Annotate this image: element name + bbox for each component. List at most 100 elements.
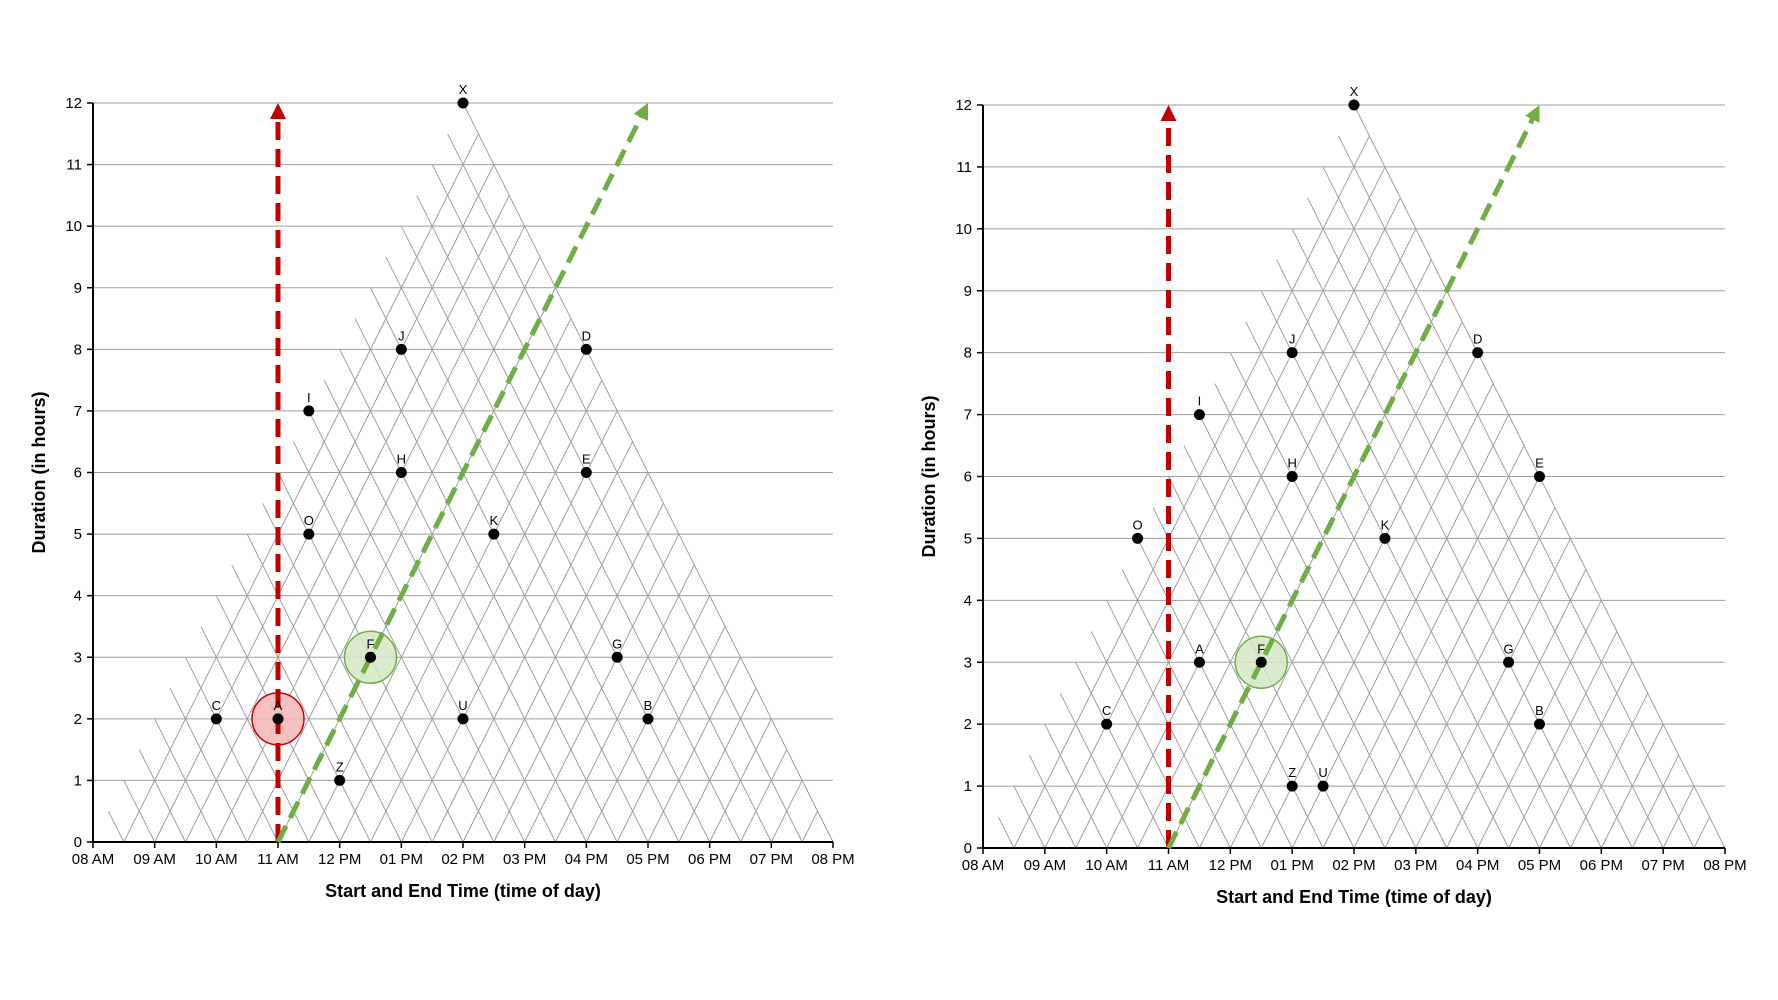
- data-point-label: B: [644, 698, 653, 713]
- grid-diagonal: [1508, 631, 1618, 849]
- data-point-d[interactable]: [1472, 347, 1484, 359]
- grid-diagonal: [385, 256, 680, 843]
- gridlines: [93, 102, 833, 781]
- y-axis-title: Duration (in hours): [919, 396, 939, 558]
- grid-diagonal: [1260, 383, 1494, 849]
- data-points: X J D I H E O K A F G C B Z U: [1101, 84, 1545, 792]
- grid-diagonal: [1260, 290, 1540, 849]
- y-tick-label: 2: [74, 711, 82, 728]
- x-tick-label: 03 PM: [1394, 857, 1437, 874]
- y-tick-label: 6: [74, 465, 82, 482]
- data-point-label: I: [307, 390, 311, 405]
- x-tick-label: 04 PM: [1456, 857, 1499, 874]
- y-tick-label: 1: [74, 772, 82, 789]
- data-point-u[interactable]: [457, 713, 469, 725]
- grid-diagonal: [262, 503, 433, 843]
- data-point-a[interactable]: [1193, 656, 1205, 668]
- y-tick-label: 4: [74, 588, 82, 605]
- grid-diagonal: [107, 810, 125, 843]
- data-point-d[interactable]: [580, 343, 592, 355]
- arrowhead-green: [1525, 105, 1540, 123]
- y-tick-label: 11: [956, 159, 972, 176]
- data-point-label: H: [397, 452, 406, 467]
- grid-diagonal: [1245, 321, 1510, 849]
- data-point-label: H: [1287, 456, 1296, 471]
- data-point-e[interactable]: [1534, 471, 1545, 482]
- x-tick-label: 06 PM: [1580, 857, 1623, 874]
- grid-diagonal: [123, 780, 156, 843]
- x-axis-title: Start and End Time (time of day): [1216, 887, 1492, 907]
- grid-diagonal: [1338, 135, 1695, 849]
- data-point-c[interactable]: [1101, 718, 1113, 730]
- x-tick-label: 08 PM: [811, 851, 854, 868]
- data-point-z[interactable]: [1286, 780, 1298, 792]
- arrowhead-red: [270, 103, 286, 119]
- x-tick-label: 12 PM: [1209, 857, 1252, 874]
- data-point-label: I: [1198, 394, 1202, 409]
- grid-diagonal: [1028, 754, 1077, 849]
- data-point-u[interactable]: [1317, 780, 1329, 792]
- arrowhead-red: [1160, 105, 1177, 121]
- grid-diagonal: [1198, 321, 1463, 849]
- grid-diagonal: [1384, 507, 1556, 849]
- data-point-k[interactable]: [488, 528, 500, 540]
- data-point-h[interactable]: [1286, 471, 1298, 482]
- y-tick-label: 2: [964, 716, 972, 733]
- data-point-g[interactable]: [1503, 656, 1515, 668]
- grid-diagonal: [616, 626, 726, 843]
- data-point-i[interactable]: [303, 405, 315, 417]
- x-axis-title: Start and End Time (time of day): [325, 881, 601, 901]
- data-point-h[interactable]: [395, 467, 407, 478]
- data-point-c[interactable]: [210, 713, 222, 725]
- data-point-f[interactable]: [365, 651, 376, 663]
- data-point-label: A: [274, 698, 283, 713]
- grid-diagonal: [308, 318, 572, 843]
- y-tick-label: 4: [964, 592, 972, 609]
- y-axis-title: Duration (in hours): [29, 392, 49, 554]
- data-point-g[interactable]: [611, 651, 623, 663]
- data-point-e[interactable]: [580, 467, 592, 478]
- grid-diagonal: [1059, 692, 1139, 849]
- data-point-o[interactable]: [1132, 532, 1144, 544]
- data-point-label: J: [1289, 332, 1296, 347]
- data-point-x[interactable]: [457, 97, 469, 109]
- data-point-label: B: [1535, 703, 1544, 718]
- data-point-j[interactable]: [1286, 347, 1298, 359]
- data-point-label: C: [1102, 703, 1111, 718]
- x-tick-label: 08 PM: [1703, 857, 1746, 874]
- grid-diagonal: [1075, 197, 1401, 849]
- data-point-i[interactable]: [1193, 409, 1205, 421]
- x-tick-label: 05 PM: [1518, 857, 1561, 874]
- y-tick-label: 0: [74, 834, 82, 851]
- data-point-j[interactable]: [395, 343, 407, 355]
- data-point-k[interactable]: [1379, 532, 1391, 544]
- data-point-label: K: [1381, 517, 1390, 532]
- data-point-label: Z: [336, 759, 344, 774]
- grid-diagonal: [138, 749, 186, 843]
- data-point-o[interactable]: [303, 528, 315, 540]
- reference-line-green: [1166, 114, 1537, 850]
- data-point-b[interactable]: [642, 713, 654, 725]
- y-tick-label: 8: [964, 345, 972, 362]
- grid-diagonal: [1075, 662, 1169, 849]
- grid-diagonal: [354, 318, 618, 843]
- y-tick-label: 3: [74, 649, 82, 666]
- data-point-x[interactable]: [1348, 99, 1360, 111]
- data-point-f[interactable]: [1255, 656, 1267, 668]
- x-tick-label: 09 AM: [1024, 857, 1067, 874]
- y-tick-label: 1: [964, 778, 972, 795]
- data-point-z[interactable]: [334, 774, 346, 786]
- grid-diagonal: [801, 810, 819, 843]
- y-tick-label: 10: [65, 218, 82, 235]
- data-point-label: F: [1257, 641, 1265, 656]
- triangle-grid: [998, 104, 1726, 849]
- data-point-a[interactable]: [272, 713, 284, 725]
- x-tick-label: 12 PM: [318, 851, 361, 868]
- grid-diagonal: [1183, 445, 1386, 849]
- x-tick-label: 03 PM: [503, 851, 546, 868]
- grid-diagonal: [1569, 692, 1649, 849]
- data-point-b[interactable]: [1534, 718, 1545, 730]
- data-point-label: E: [1535, 456, 1544, 471]
- grid-diagonal: [185, 657, 279, 843]
